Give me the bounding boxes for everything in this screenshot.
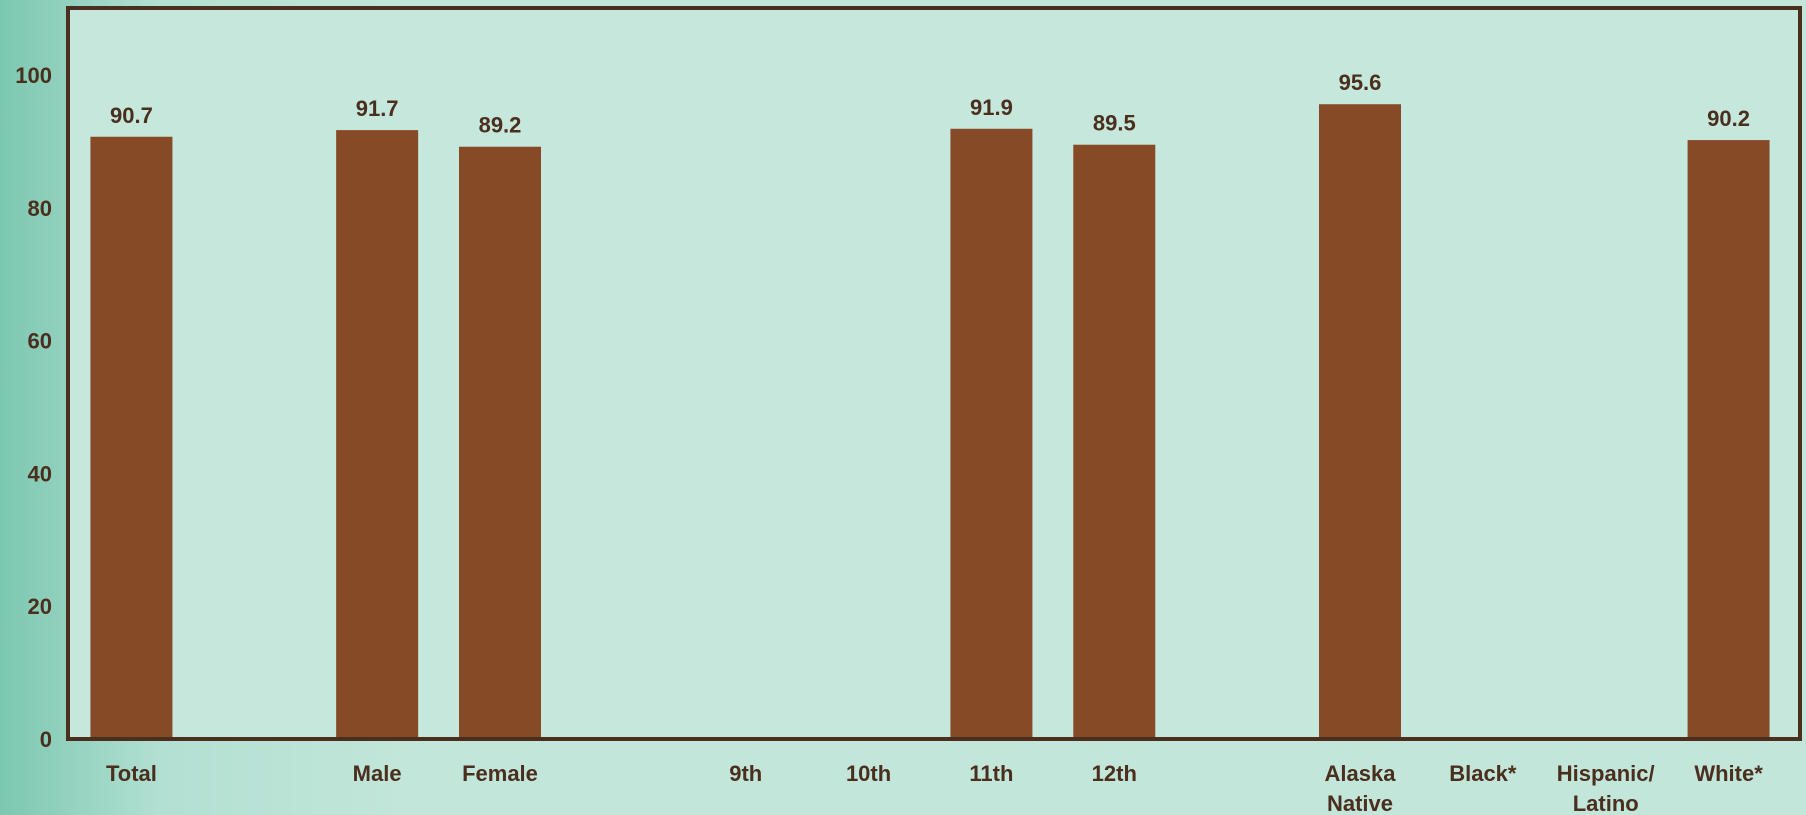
data-label: 89.5 [1093,111,1136,136]
category-label: Female [462,761,538,786]
category-label: Hispanic/Latino [1557,761,1655,815]
plot-area [68,8,1800,739]
y-tick-label: 100 [15,63,52,88]
y-axis-ticks: 0 20 40 60 80 100 [15,63,52,752]
category-label: 9th [729,761,762,786]
data-label: 90.2 [1707,106,1750,131]
bar [459,146,541,739]
category-label: 10th [846,761,891,786]
data-label: 90.7 [110,103,153,128]
plot-frame [66,6,1802,741]
category-label: Male [353,761,402,786]
category-label: Alaska Native [1325,761,1397,815]
y-tick-label: 60 [28,329,52,354]
bar [90,136,173,739]
bars [90,104,1770,740]
bar [950,128,1033,739]
data-label: 91.9 [970,95,1013,120]
y-tick-label: 80 [28,196,52,221]
y-tick-label: 20 [28,594,52,619]
data-labels: 90.7 91.7 89.2 91.9 89.5 95.6 90.2 [110,70,1750,137]
category-label: 11th [969,761,1013,786]
category-label: Black* [1449,761,1517,786]
y-tick-label: 0 [40,727,52,752]
bar [1073,144,1156,740]
bar [1319,104,1401,739]
bar [336,130,419,739]
y-tick-label: 40 [28,461,52,486]
category-label: 12th [1092,761,1137,786]
data-label: 95.6 [1339,70,1382,95]
category-label: Total [106,761,157,786]
data-label: 91.7 [356,96,399,121]
bar [1687,140,1770,739]
category-label: White* [1694,761,1763,786]
data-label: 89.2 [479,113,522,138]
x-axis-labels: Total Male Female 9th 10th 11th 12th Alaska Nati… [106,761,1763,815]
